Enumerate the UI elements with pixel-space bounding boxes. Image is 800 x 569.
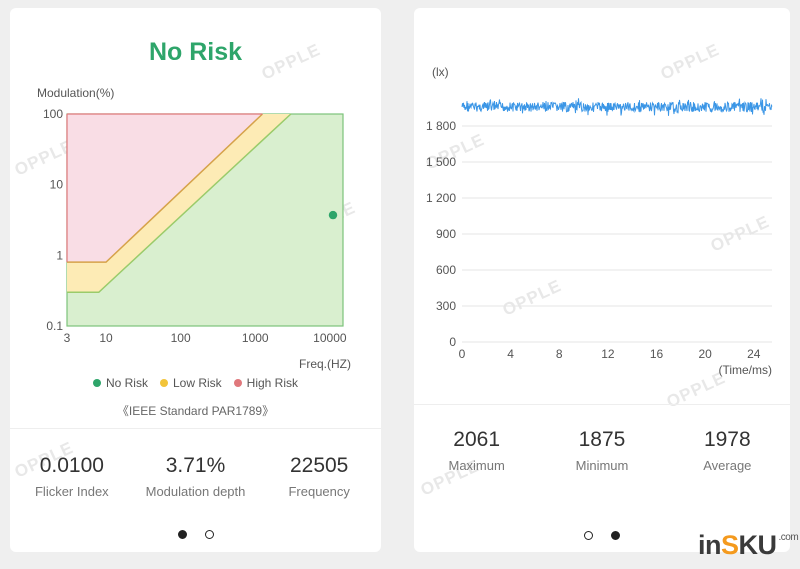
x-tick-label: 24 [747,347,761,361]
legend-label: No Risk [105,376,148,390]
x-tick-label: 12 [601,347,615,361]
x-tick-label: 4 [507,347,514,361]
stat-value: 2061 [453,428,501,451]
stat-modulation-depth: 3.71% Modulation depth [134,454,258,499]
illuminance-line [461,98,773,116]
y-tick-label: 0 [449,335,456,349]
x-tick-label: 16 [650,347,664,361]
stat-value: 3.71% [165,454,226,477]
x-tick-label: 8 [556,347,563,361]
legend-dot-low-risk [159,379,168,387]
y-unit-label: (lx) [432,65,449,79]
risk-chart: OPPLEOPPLEOPPLEOPPLEOPPLE1001010.1310100… [12,40,359,482]
stat-flicker-index: 0.0100 Flicker Index [10,454,134,499]
y-axis-label: Modulation(%) [37,86,115,100]
chart-legend: No Risk Low Risk High Risk [10,376,381,390]
high-risk-boundary [67,113,263,263]
legend-label: Low Risk [172,376,222,390]
stat-average: 1978 Average [665,428,790,473]
flicker-risk-card: No Risk Modulation(%) OPPLEOPPLEOPPLEOPP… [10,8,381,552]
watermark: OPPLE [259,40,324,84]
legend-item-no-risk: No Risk [92,376,148,390]
x-axis-label: Freq.(HZ) [299,357,351,371]
x-tick-label: 100 [171,331,191,345]
y-tick-label: 1 [56,248,63,262]
flicker-stats: 0.0100 Flicker Index 3.71% Modulation de… [10,454,381,499]
stat-label: Modulation depth [145,484,246,499]
stat-label: Minimum [575,458,629,473]
stat-value: 1978 [703,428,751,451]
risk-title: No Risk [148,38,243,66]
standard-reference: 《IEEE Standard PAR1789》 [116,404,275,418]
low-risk-boundary [67,113,292,294]
stat-value: 22505 [289,454,349,477]
watermark: OPPLE [500,276,565,320]
y-tick-label: 300 [436,299,456,313]
y-tick-label: 1 200 [426,191,456,205]
x-tick-label: 10000 [313,331,347,345]
y-tick-label: 1 800 [426,119,456,133]
illuminance-card: OPPLE OPPLE OPPLE OPPLE OPPLE OPPLE (lx) 1 800 1… [414,8,790,552]
y-tick-label: 900 [436,227,456,241]
legend-dot-high-risk [233,379,242,387]
page-indicator [414,531,790,540]
page-dot-1[interactable] [584,531,593,540]
y-tick-label: 1 500 [426,155,456,169]
stat-label: Maximum [448,458,505,473]
x-tick-label: 3 [64,331,71,345]
x-tick-label: 20 [698,347,712,361]
stat-frequency: 22505 Frequency [257,454,381,499]
stat-value: 1875 [578,428,626,451]
measurement-point [328,210,338,220]
stat-label: Flicker Index [34,484,109,499]
stat-label: Average [703,458,752,473]
page-dot-2[interactable] [611,531,620,540]
region-high-risk [67,114,263,263]
stat-maximum: 2061 Maximum [414,428,539,473]
page-indicator [10,530,381,539]
divider [10,428,381,429]
legend-label: High Risk [246,376,299,390]
legend-item-low-risk: Low Risk [159,376,222,390]
x-tick-label: 10 [99,331,113,345]
watermark: OPPLE [658,40,723,84]
x-tick-label: 0 [459,347,466,361]
stat-value: 0.0100 [39,454,104,477]
x-tick-label: 1000 [242,331,269,345]
x-unit-label: (Time/ms) [718,363,772,377]
page-dot-2[interactable] [204,530,214,539]
divider [414,404,790,405]
stat-minimum: 1875 Minimum [539,428,664,473]
legend-item-high-risk: High Risk [233,376,299,390]
page-dot-1[interactable] [177,530,187,539]
brand-logo: inSKU .com [698,530,799,560]
legend-dot-no-risk [92,379,101,387]
stat-label: Frequency [288,484,350,499]
y-tick-label: 600 [436,263,456,277]
y-tick-label: 100 [43,107,63,121]
y-tick-label: 0.1 [46,319,63,333]
illuminance-stats: 2061 Maximum 1875 Minimum 1978 Average [414,428,790,473]
y-tick-label: 10 [50,178,64,192]
